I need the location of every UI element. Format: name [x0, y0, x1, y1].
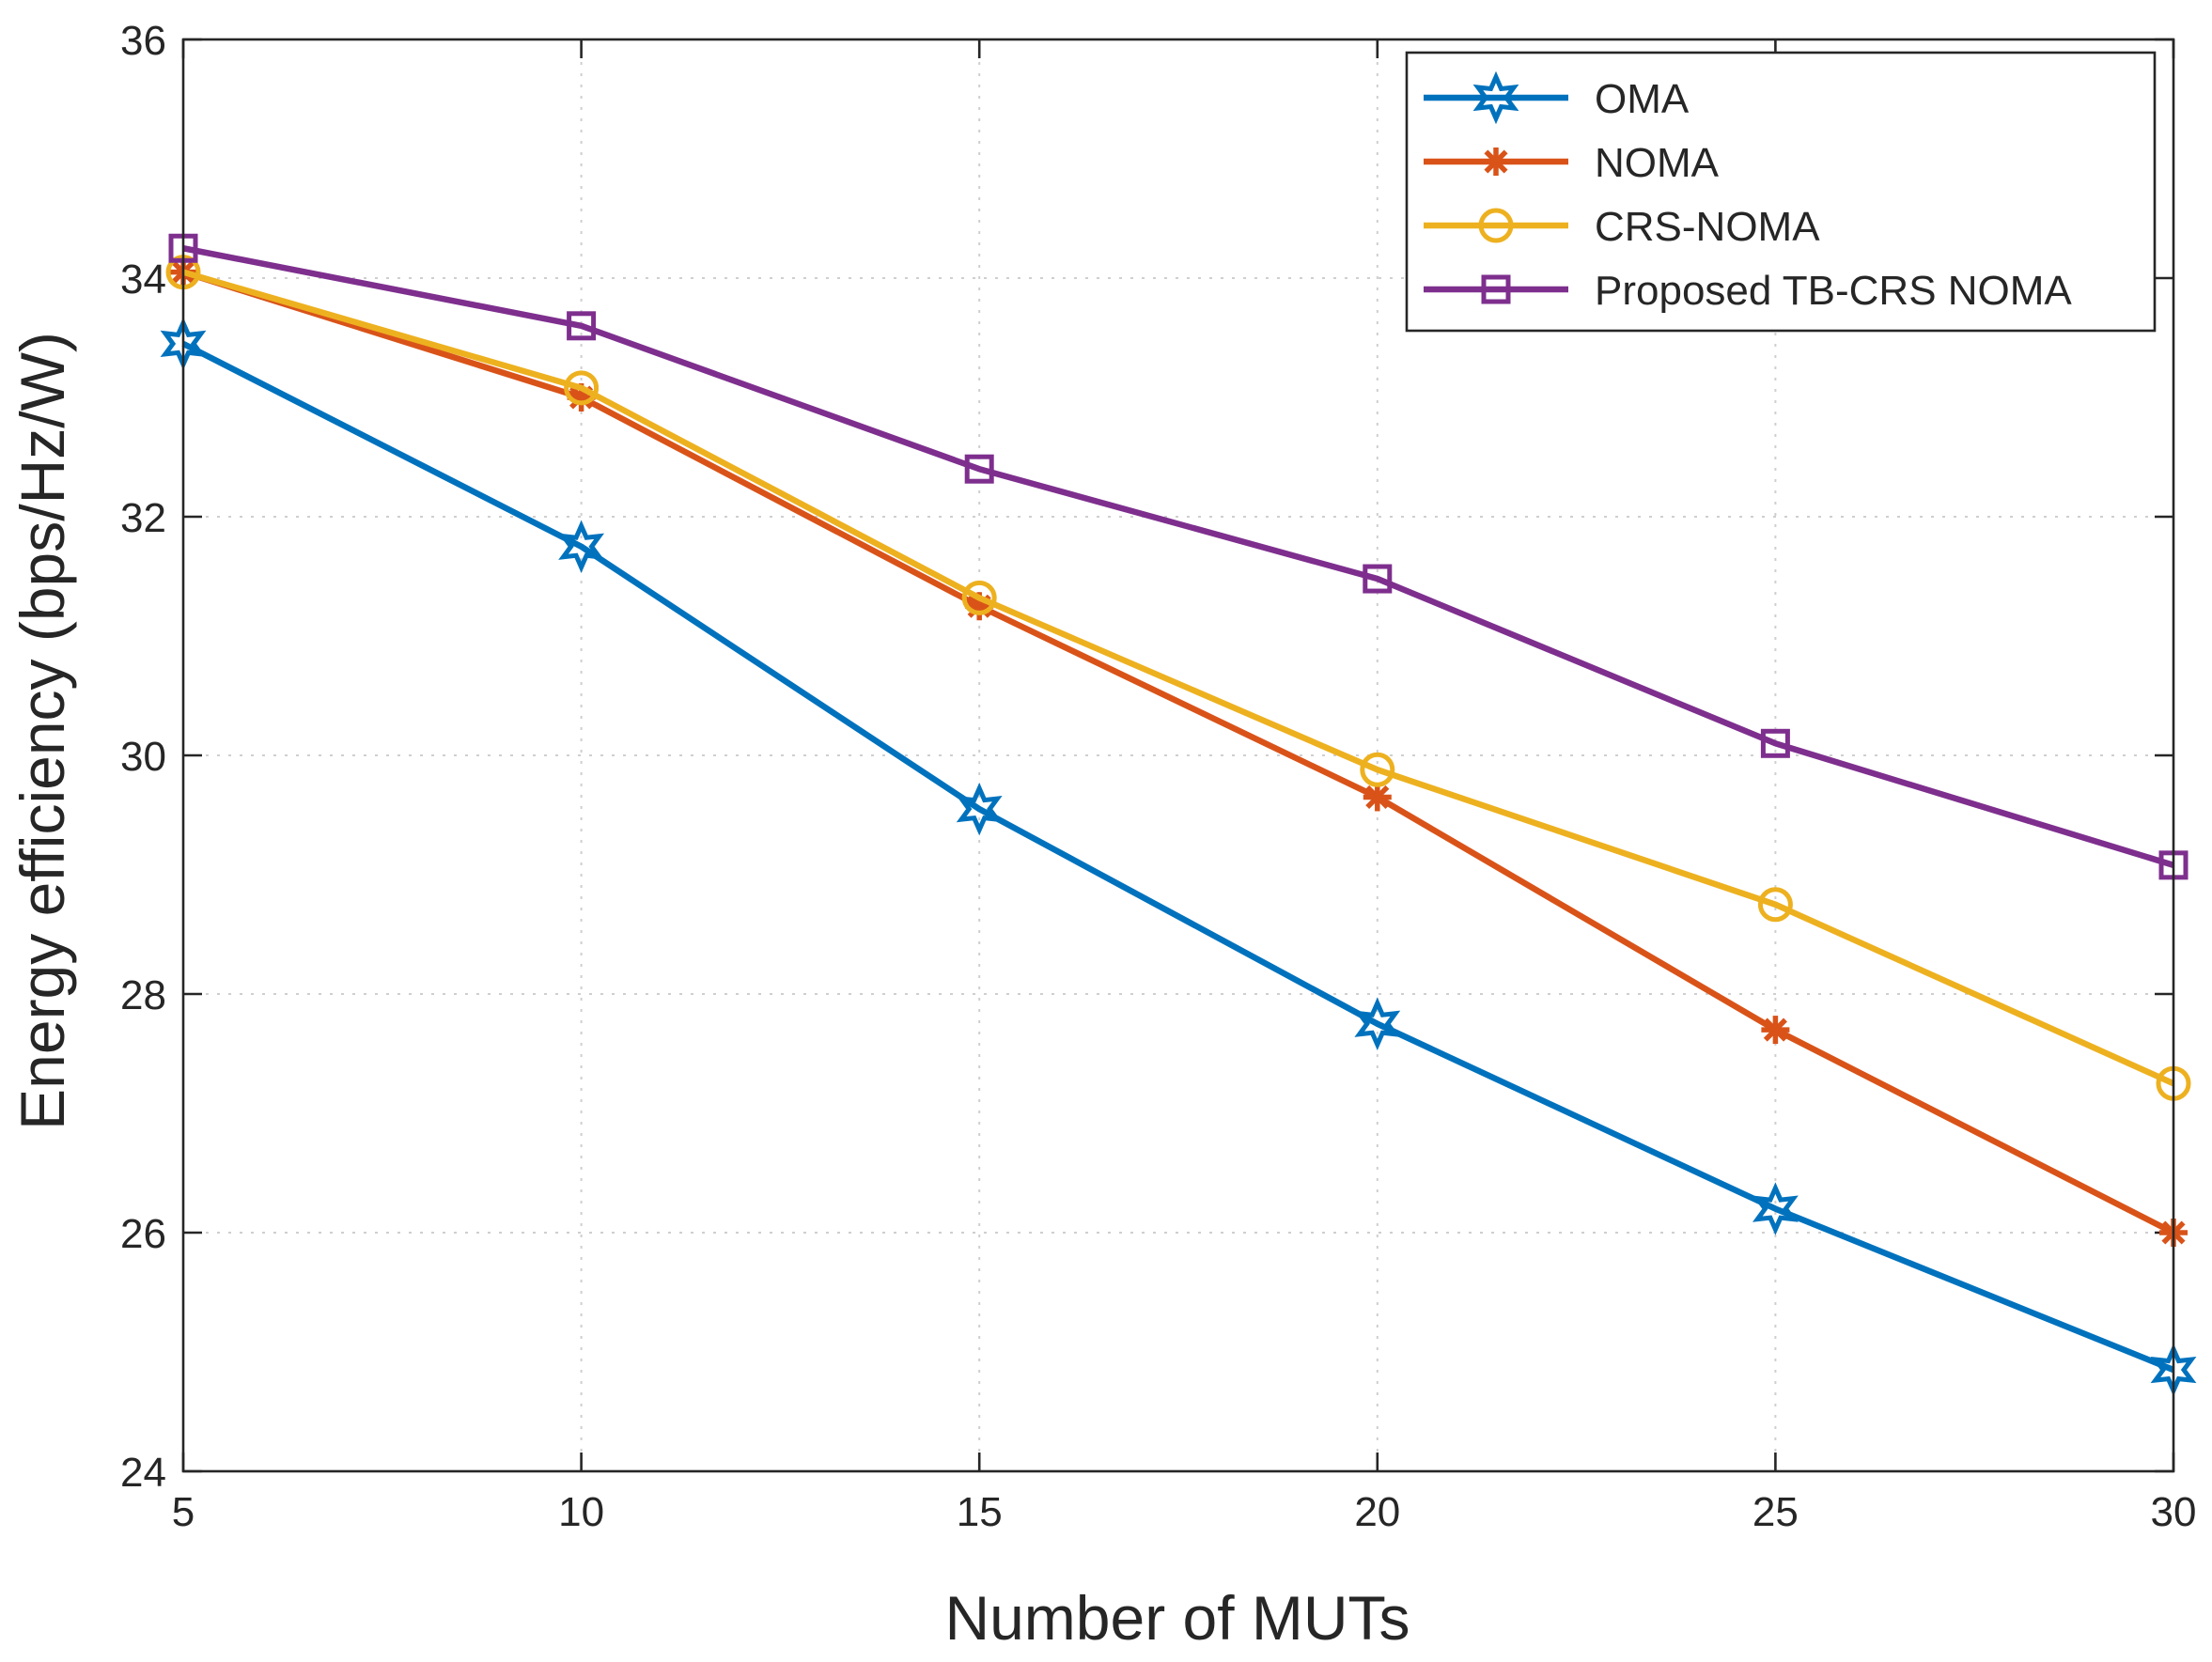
legend-item-proposed-tb-crs-noma: Proposed TB-CRS NOMA — [1424, 268, 2072, 314]
series-line-oma — [181, 340, 2175, 1374]
x-tick-label: 30 — [2151, 1489, 2197, 1535]
plot-frame — [181, 38, 2175, 1473]
x-tick-labels: 5 10 15 20 25 30 — [172, 1489, 2197, 1535]
legend-label: NOMA — [1595, 140, 1720, 186]
y-tick-label: 26 — [120, 1211, 166, 1257]
y-tick-label: 28 — [120, 972, 166, 1018]
series-group — [160, 233, 2197, 1397]
legend-item-oma: OMA — [1424, 70, 1690, 125]
x-tick-label: 5 — [172, 1489, 195, 1535]
series-line-noma — [182, 269, 2175, 1235]
data-point-crs-noma — [961, 580, 997, 615]
y-tick-labels: 24 26 28 30 32 34 36 — [120, 18, 166, 1496]
series-proposed-tb-crs-noma — [168, 233, 2189, 880]
y-axis-label: Energy efficiency (bps/Hz/W) — [8, 332, 77, 1130]
series-line-proposed-tb-crs-noma — [182, 245, 2174, 868]
legend-swatch-marker — [1478, 208, 1514, 243]
legend: OMA NOMA CRS-NOMA Proposed TB-CRS NOMA — [1405, 51, 2157, 333]
x-tick-label: 15 — [957, 1489, 1003, 1535]
y-tick-label: 34 — [120, 256, 166, 303]
x-tick-label: 20 — [1354, 1489, 1400, 1535]
data-point-oma — [1752, 1182, 1799, 1235]
legend-label: Proposed TB-CRS NOMA — [1595, 268, 2072, 314]
y-tick-label: 36 — [120, 18, 166, 64]
legend-label: OMA — [1595, 76, 1690, 122]
data-point-proposed-tb-crs-noma — [567, 311, 597, 341]
data-point-crs-noma — [564, 370, 600, 406]
series-line-crs-noma — [182, 269, 2175, 1087]
data-point-proposed-tb-crs-noma — [1363, 564, 1393, 594]
data-point-crs-noma — [1757, 887, 1793, 923]
y-tick-label: 32 — [120, 495, 166, 541]
x-axis-label: Number of MUTs — [944, 1583, 1410, 1653]
legend-item-noma: NOMA — [1424, 140, 1720, 186]
legend-item-crs-noma: CRS-NOMA — [1424, 204, 1820, 250]
legend-swatch-marker — [1472, 70, 1519, 125]
data-point-noma — [1761, 1016, 1790, 1045]
data-point-proposed-tb-crs-noma — [1760, 728, 1790, 758]
y-tick-label: 24 — [120, 1450, 166, 1496]
data-point-oma — [1354, 997, 1401, 1050]
y-tick-label: 30 — [120, 734, 166, 780]
legend-swatch-marker — [1481, 274, 1511, 304]
data-point-noma — [1363, 783, 1392, 812]
series-oma — [160, 317, 2197, 1397]
legend-swatch-marker — [1482, 148, 1510, 176]
x-tick-label: 10 — [558, 1489, 604, 1535]
data-point-oma — [956, 782, 1003, 836]
data-point-oma — [558, 520, 605, 573]
x-tick-label: 25 — [1752, 1489, 1799, 1535]
data-point-crs-noma — [1360, 752, 1395, 787]
data-point-proposed-tb-crs-noma — [964, 454, 994, 484]
legend-label: CRS-NOMA — [1595, 204, 1820, 250]
